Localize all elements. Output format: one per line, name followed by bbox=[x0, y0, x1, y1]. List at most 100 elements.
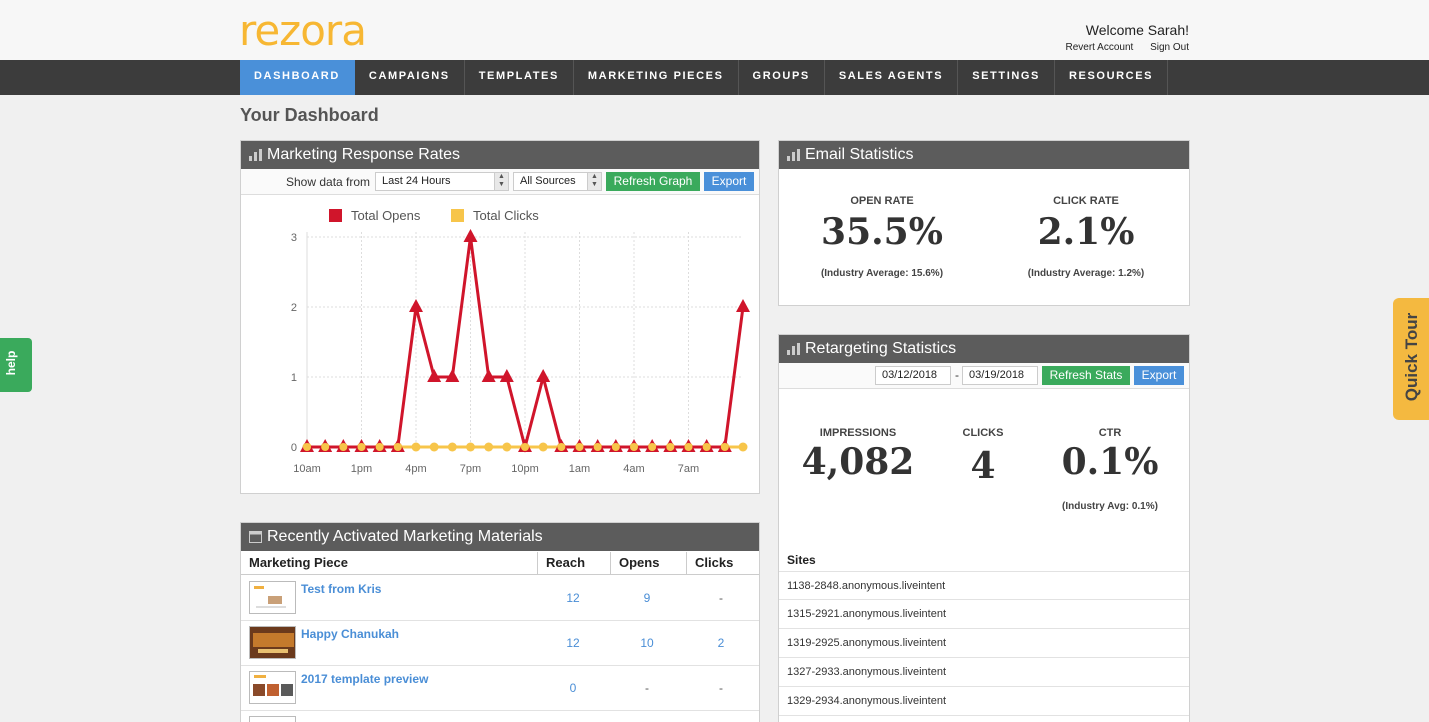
row-title-link[interactable]: 2017 template preview bbox=[301, 672, 429, 686]
refresh-stats-button[interactable]: Refresh Stats bbox=[1042, 366, 1130, 385]
rezora-logo[interactable]: rezora bbox=[239, 6, 367, 55]
range-select[interactable]: Last 24 Hours ▲ ▼ bbox=[375, 172, 509, 191]
source-select-value: All Sources bbox=[520, 175, 576, 187]
ctr-average: (Industry Avg: 0.1%) bbox=[1062, 501, 1158, 512]
legend-label: Total Opens bbox=[351, 208, 421, 223]
col-marketing-piece[interactable]: Marketing Piece bbox=[241, 552, 538, 575]
clicks-point bbox=[666, 443, 675, 451]
select-arrows-icon: ▲ ▼ bbox=[494, 173, 508, 190]
clicks-value[interactable]: 2 bbox=[717, 636, 725, 650]
thumbnail[interactable] bbox=[249, 716, 296, 722]
clicks-point bbox=[321, 443, 330, 451]
export-graph-button[interactable]: Export bbox=[704, 172, 754, 191]
thumbnail[interactable] bbox=[249, 671, 296, 704]
clicks-point bbox=[412, 443, 420, 451]
show-data-label: Show data from bbox=[286, 175, 371, 189]
nav-templates[interactable]: TEMPLATES bbox=[465, 60, 574, 95]
opens-value: - bbox=[645, 681, 649, 695]
date-to-input[interactable]: 03/19/2018 bbox=[962, 366, 1038, 385]
export-stats-button[interactable]: Export bbox=[1134, 366, 1184, 385]
materials-header: Recently Activated Marketing Materials bbox=[241, 523, 759, 551]
clicks-label: CLICKS bbox=[962, 427, 1004, 439]
clicks-point bbox=[611, 443, 620, 451]
click-rate-label: CLICK RATE bbox=[1053, 195, 1119, 207]
clicks-point bbox=[393, 443, 402, 451]
row-title-link[interactable]: Happy Chanukah bbox=[301, 627, 400, 641]
clicks-point bbox=[375, 443, 384, 451]
nav-resources[interactable]: RESOURCES bbox=[1055, 60, 1169, 95]
reach-value[interactable]: 12 bbox=[566, 591, 580, 605]
thumbnail[interactable] bbox=[249, 626, 296, 659]
sign-out-link[interactable]: Sign Out bbox=[1150, 42, 1189, 53]
retargeting-toolbar: 03/12/2018 - 03/19/2018 Refresh Stats Ex… bbox=[779, 363, 1189, 389]
clicks-point bbox=[702, 443, 711, 451]
opens-value[interactable]: 9 bbox=[643, 591, 651, 605]
bar-chart-icon bbox=[787, 149, 800, 161]
header: rezora Welcome Sarah! Revert Account Sig… bbox=[0, 0, 1429, 60]
y-tick-label: 3 bbox=[291, 232, 297, 244]
select-arrows-icon: ▲ ▼ bbox=[587, 173, 601, 190]
open-rate-label: OPEN RATE bbox=[850, 195, 914, 207]
revert-account-link[interactable]: Revert Account bbox=[1065, 42, 1134, 53]
open-rate-value: 35.5% bbox=[821, 211, 943, 253]
retargeting-panel: Retargeting Statistics 03/12/2018 - 03/1… bbox=[778, 334, 1190, 722]
response-rates-panel: Marketing Response Rates Show data from … bbox=[240, 140, 760, 494]
clicks-point bbox=[357, 443, 366, 451]
clicks-point bbox=[448, 443, 457, 451]
nav-dashboard[interactable]: DASHBOARD bbox=[240, 60, 355, 95]
legend-swatch bbox=[329, 209, 342, 222]
x-tick-label: 7am bbox=[678, 463, 699, 475]
page-title: Your Dashboard bbox=[240, 105, 379, 125]
reach-value[interactable]: 12 bbox=[566, 636, 580, 650]
legend-label: Total Clicks bbox=[473, 208, 539, 223]
refresh-graph-button[interactable]: Refresh Graph bbox=[606, 172, 700, 191]
materials-table-header: Marketing Piece Reach Opens Clicks bbox=[241, 552, 759, 575]
quick-tour-label: Quick Tour bbox=[1402, 312, 1421, 402]
opens-point bbox=[499, 369, 514, 382]
x-tick-label: 10pm bbox=[511, 463, 539, 475]
site-row: 1329-2934.anonymous.liveintent bbox=[779, 687, 1189, 716]
col-opens[interactable]: Opens bbox=[611, 552, 687, 575]
col-clicks[interactable]: Clicks bbox=[695, 555, 734, 570]
opens-value[interactable]: 10 bbox=[640, 636, 654, 650]
ctr-label: CTR bbox=[1098, 427, 1122, 439]
table-row: Test from Kris 12 9 - bbox=[241, 576, 759, 621]
nav-groups[interactable]: GROUPS bbox=[739, 60, 825, 95]
date-from-input[interactable]: 03/12/2018 bbox=[875, 366, 951, 385]
clicks-value: - bbox=[719, 681, 723, 695]
main-nav: DASHBOARD CAMPAIGNS TEMPLATES MARKETING … bbox=[0, 60, 1429, 95]
opens-point bbox=[463, 229, 478, 242]
site-row: 1138-2848.anonymous.liveintent bbox=[779, 571, 1189, 600]
email-stats-header: Email Statistics bbox=[779, 141, 1189, 169]
nav-campaigns[interactable]: CAMPAIGNS bbox=[355, 60, 465, 95]
x-tick-label: 4am bbox=[623, 463, 644, 475]
clicks-value: - bbox=[719, 591, 723, 605]
clicks-point bbox=[430, 443, 439, 451]
x-tick-label: 7pm bbox=[460, 463, 481, 475]
y-tick-label: 1 bbox=[291, 372, 297, 384]
clicks-point bbox=[593, 443, 602, 451]
materials-panel: Recently Activated Marketing Materials M… bbox=[240, 522, 760, 722]
x-tick-label: 4pm bbox=[405, 463, 426, 475]
source-select[interactable]: All Sources ▲ ▼ bbox=[513, 172, 602, 191]
site-row: 1327-2933.anonymous.liveintent bbox=[779, 658, 1189, 687]
table-row bbox=[241, 711, 759, 722]
nav-sales-agents[interactable]: SALES AGENTS bbox=[825, 60, 959, 95]
range-select-value: Last 24 Hours bbox=[382, 175, 451, 187]
help-tab[interactable]: help bbox=[0, 338, 32, 392]
row-title-link[interactable]: Test from Kris bbox=[301, 582, 382, 596]
help-label: help bbox=[4, 350, 18, 376]
quick-tour-tab[interactable]: Quick Tour bbox=[1393, 298, 1429, 420]
clicks-value: 4 bbox=[970, 445, 996, 487]
reach-value[interactable]: 0 bbox=[569, 681, 577, 695]
clicks-point bbox=[502, 443, 511, 451]
site-row: 1319-2925.anonymous.liveintent bbox=[779, 629, 1189, 658]
y-tick-label: 0 bbox=[291, 442, 297, 454]
retargeting-title: Retargeting Statistics bbox=[805, 340, 957, 357]
retargeting-header: Retargeting Statistics bbox=[779, 335, 1189, 363]
nav-settings[interactable]: SETTINGS bbox=[958, 60, 1055, 95]
col-reach[interactable]: Reach bbox=[538, 552, 611, 575]
user-links: Revert Account Sign Out bbox=[1051, 42, 1189, 53]
thumbnail[interactable] bbox=[249, 581, 296, 614]
nav-marketing-pieces[interactable]: MARKETING PIECES bbox=[574, 60, 739, 95]
